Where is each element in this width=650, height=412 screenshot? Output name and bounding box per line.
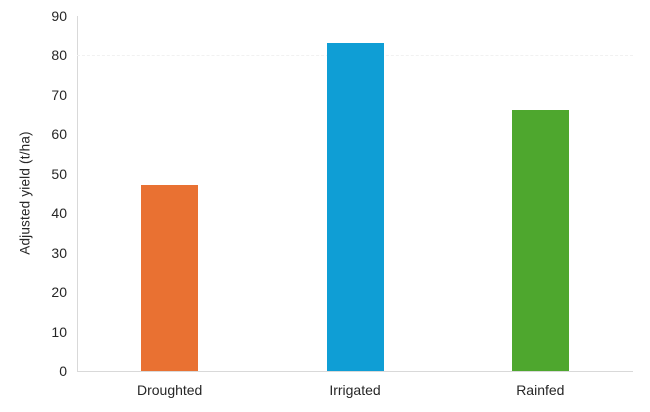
y-tick-label-90: 90 [51,7,67,24]
x-axis-line [77,371,633,372]
y-tick-label-50: 50 [51,165,67,182]
y-tick-label-80: 80 [51,47,67,63]
bar-rainfed [511,110,569,371]
bar-irrigated [326,43,384,371]
y-axis-line [77,15,78,371]
x-axis-label-irrigated: Irrigated [329,382,381,398]
bar-droughted [141,185,199,371]
y-tick-label-30: 30 [51,244,67,261]
y-tick-label-40: 40 [51,205,67,221]
x-axis-label-rainfed: Rainfed [516,382,565,398]
y-tick-label-70: 70 [51,86,67,103]
y-axis-title: Adjusted yield (t/ha) [17,131,33,255]
y-tick-label-60: 60 [51,126,67,142]
y-tick-label-10: 10 [51,323,67,340]
y-tick-label-0: 0 [59,363,67,379]
x-axis-label-droughted: Droughted [136,382,203,398]
y-tick-label-20: 20 [51,284,67,300]
